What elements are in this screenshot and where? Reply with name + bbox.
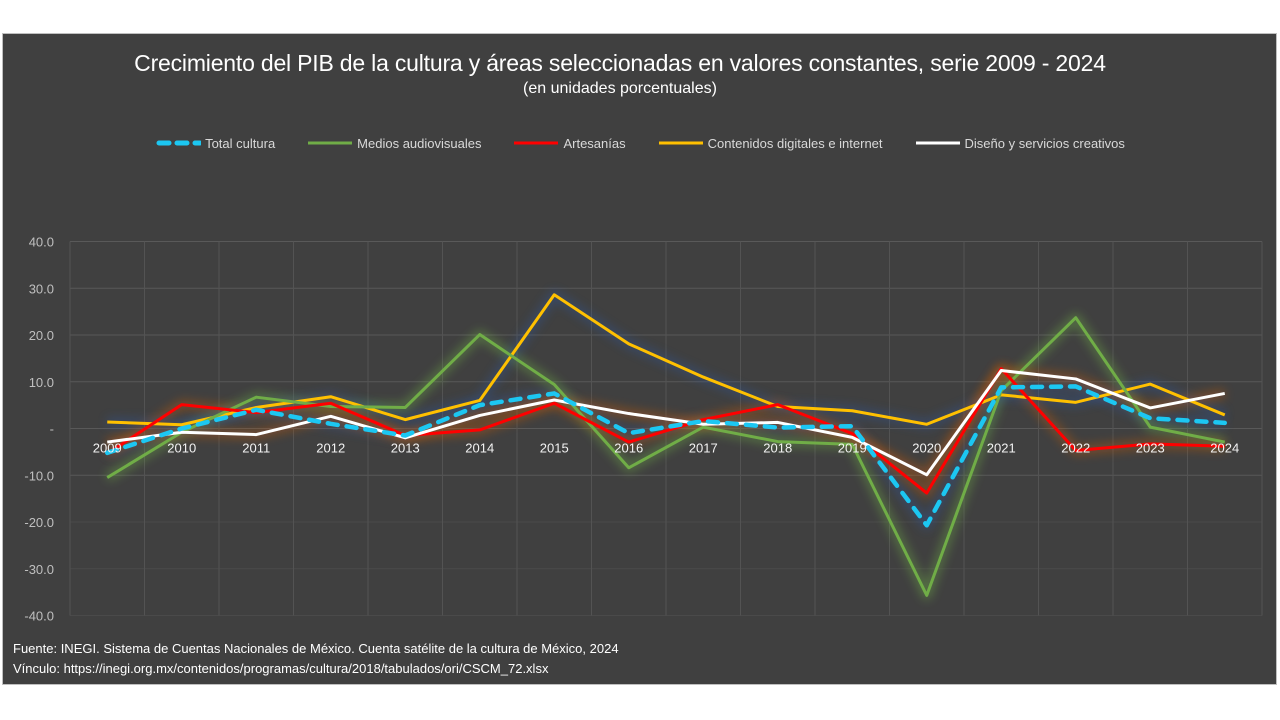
chart-title: Crecimiento del PIB de la cultura y área… [134, 50, 1106, 76]
x-tick-label: 2020 [912, 441, 941, 456]
y-tick-label: -30.0 [24, 562, 54, 577]
y-tick-label: -40.0 [24, 609, 54, 624]
footer-link[interactable]: Vínculo: https://inegi.org.mx/contenidos… [13, 661, 549, 676]
legend-item: Artesanías [513, 133, 626, 153]
legend-item: Diseño y servicios creativos [915, 133, 1125, 153]
y-tick-label: 40.0 [29, 235, 54, 250]
series-line-medios-audiovisuales [106, 316, 1226, 597]
x-tick-label: 2023 [1136, 441, 1165, 456]
chart-frame [2, 33, 1277, 685]
y-tick-label: -10.0 [24, 468, 54, 483]
y-tick-label: 10.0 [29, 375, 54, 390]
legend-label: Total cultura [205, 135, 276, 151]
legend-swatch [915, 137, 961, 149]
legend-label: Artesanías [563, 135, 626, 151]
legend-swatch [513, 137, 559, 149]
y-tick-label: 20.0 [29, 328, 54, 343]
legend-item: Medios audiovisuales [307, 133, 481, 153]
x-tick-label: 2013 [391, 441, 420, 456]
y-tick-label: 30.0 [29, 281, 54, 296]
legend-item: Contenidos digitales e internet [658, 133, 883, 153]
legend-label: Contenidos digitales e internet [707, 135, 883, 151]
x-tick-label: 2017 [689, 441, 718, 456]
x-tick-label: 2015 [540, 441, 569, 456]
x-tick-label: 2018 [763, 441, 792, 456]
legend-label: Diseño y servicios creativos [964, 135, 1125, 151]
series-line-total-cultura [105, 384, 1227, 528]
legend-swatch [307, 137, 353, 149]
y-tick-label: - [50, 422, 54, 437]
legend-swatch [658, 137, 704, 149]
legend-swatch [155, 137, 202, 149]
x-tick-label: 2019 [838, 441, 867, 456]
x-tick-label: 2022 [1061, 441, 1090, 456]
x-tick-label: 2014 [465, 441, 494, 456]
chart-subtitle: (en unidades porcentuales) [523, 80, 717, 97]
x-tick-label: 2010 [167, 441, 196, 456]
x-tick-label: 2009 [93, 441, 122, 456]
legend-item: Total cultura [155, 133, 275, 153]
footer-source: Fuente: INEGI. Sistema de Cuentas Nacion… [13, 641, 619, 656]
legend-label: Medios audiovisuales [357, 135, 482, 151]
x-tick-label: 2012 [316, 441, 345, 456]
y-tick-label: -20.0 [24, 515, 54, 530]
series-line-dise-o-y-servicios-creativos [107, 369, 1226, 477]
legend: Total cultura Medios audiovisuales Artesan… [0, 133, 1280, 153]
x-tick-label: 2011 [242, 441, 270, 456]
x-tick-label: 2024 [1210, 441, 1239, 456]
series-line-artesan-as [106, 367, 1225, 495]
x-tick-label: 2021 [987, 441, 1016, 456]
x-tick-label: 2016 [614, 441, 643, 456]
